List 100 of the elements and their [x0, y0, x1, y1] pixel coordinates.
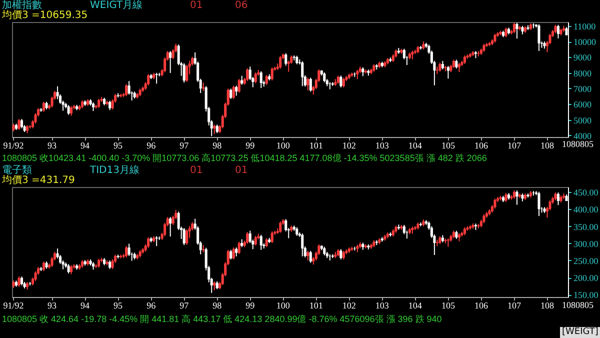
y-tick-label: 8000 [574, 68, 592, 78]
candlestick [169, 216, 172, 238]
candlestick [446, 65, 450, 80]
candlestick [42, 260, 46, 272]
y-tick-label: 5000 [574, 115, 592, 126]
candlestick [284, 52, 288, 66]
candlestick [20, 118, 24, 129]
candlestick [516, 22, 518, 40]
x-tick-label: 97 [180, 300, 190, 310]
candlestick [356, 69, 359, 80]
chart-title: 加權指數 [2, 0, 42, 11]
x-tick-label: 107 [507, 140, 522, 150]
candlestick [67, 104, 70, 116]
text: [WEIGT] [560, 327, 600, 338]
y-tick-label: 400.00 [574, 204, 599, 215]
candlestick [28, 124, 32, 129]
candlestick [279, 221, 282, 234]
y-tick-label: 250.00 [574, 256, 599, 266]
text: 01 [235, 165, 248, 176]
x-tick-label: 95 [114, 300, 124, 310]
y-tick-label: 9000 [574, 52, 592, 63]
candlestick [125, 84, 128, 97]
candlestick [67, 264, 70, 274]
y-tick-label: 200.00 [574, 273, 599, 284]
candlestick [494, 198, 496, 210]
candlestick [254, 72, 257, 84]
candlestick [34, 270, 37, 282]
candlestick [556, 24, 560, 39]
candlestick [186, 64, 188, 82]
candlestick [446, 238, 450, 248]
candlestick [504, 27, 508, 38]
candlestick [270, 230, 274, 244]
candlestick [538, 191, 540, 217]
candlestick [246, 68, 249, 82]
candlestick [458, 62, 460, 73]
candlestick [340, 75, 342, 88]
candlestick [309, 250, 312, 264]
chart-subtitle: WEIGT月線 [90, 0, 143, 11]
candlestick [279, 56, 282, 70]
x-tick-label: 106 [474, 300, 488, 310]
x-tick-label: 103 [375, 140, 390, 150]
text: 06 [235, 0, 248, 11]
y-tick-label: 6000 [574, 100, 592, 110]
y-tick-label: 4000 [574, 130, 592, 141]
candlestick [254, 235, 257, 246]
candlestick [342, 77, 345, 88]
candlestick [182, 227, 186, 246]
x-tick-label: 105 [441, 140, 456, 150]
y-tick-label: 150.00 [574, 290, 599, 300]
candlestick [238, 78, 240, 94]
candlestick [556, 192, 560, 206]
x-tick-label: 108 [540, 140, 554, 150]
candlestick [169, 50, 172, 74]
x-tick-label: 99 [246, 140, 256, 150]
text: 1080805 收10423.41 -400.40 -3.70% 開10773.06 高10773.25 低10418.25 4177.08億 -14.35% 5023585張 漲 482 跌 2066 [2, 153, 487, 164]
chart-title: 電子類 [2, 165, 32, 176]
candlestick [108, 100, 112, 111]
text: 1080805 收 424.64 -19.78 -4.45% 開 441.81 高 443.17 低 424.13 2840.99億 -8.76% 4576096張 漲 396 跌 940 [2, 314, 442, 325]
x-tick-label: 98 [212, 300, 222, 310]
candlestick [56, 86, 59, 100]
candlestick [186, 228, 188, 246]
y-tick-label: 350.00 [574, 222, 599, 232]
x-tick-label: 107 [507, 300, 522, 310]
text: 均價3 =431.79 [2, 175, 75, 186]
candlestick [516, 190, 518, 206]
candlestick [260, 234, 262, 250]
x-tick-label: 96 [146, 300, 156, 310]
candlestick [155, 236, 158, 247]
x-tick-label: 98 [212, 140, 222, 150]
candlestick [512, 22, 516, 34]
candlestick [235, 85, 238, 96]
candlestick [18, 118, 20, 130]
candlestick [538, 24, 540, 52]
candlestick [147, 236, 150, 248]
x-tick-label: 104 [408, 300, 422, 310]
candlestick [301, 60, 304, 87]
x-tick-label: 103 [375, 300, 390, 310]
candlestick [111, 258, 114, 270]
candlestick [232, 246, 235, 260]
y-tick-label: 11000 [574, 21, 596, 32]
candlestick [232, 85, 235, 100]
x-tick-label: 91/92 [3, 300, 24, 310]
x-tick-label: 106 [474, 140, 488, 150]
text: 均價3 =10659.35 [2, 10, 88, 21]
x-tick-label: 102 [342, 300, 356, 310]
candlestick [98, 98, 100, 108]
candlestick [155, 72, 158, 84]
x-tick-label: 101 [309, 300, 323, 310]
candlestick [182, 62, 186, 84]
x-tick-label: 97 [180, 140, 190, 150]
candlestick [270, 67, 274, 81]
x-tick-label: 108 [540, 300, 554, 310]
x-tick-label: 101 [309, 140, 323, 150]
x-tick-label: 100 [276, 300, 290, 310]
candlestick [260, 70, 262, 89]
text: 01 [190, 0, 203, 11]
candlestick [18, 276, 20, 288]
candlestick [246, 232, 249, 244]
candlestick [340, 248, 342, 260]
x-tick-label: 100 [276, 140, 290, 150]
